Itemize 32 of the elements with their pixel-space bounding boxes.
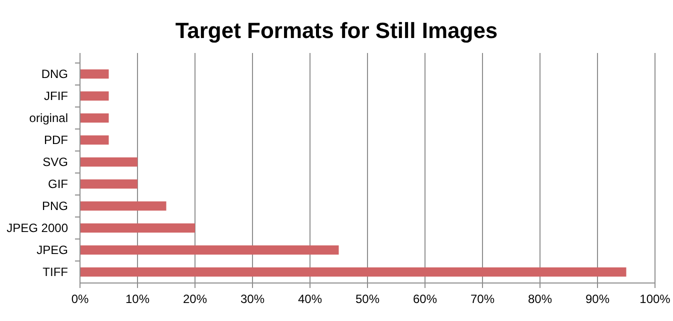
- x-tick-label: 40%: [298, 292, 322, 306]
- bar: [80, 245, 339, 255]
- bar: [80, 91, 109, 101]
- y-tick-label: JFIF: [44, 89, 68, 104]
- bar: [80, 157, 138, 167]
- y-tick-label: original: [29, 111, 68, 126]
- bar: [80, 223, 195, 233]
- chart-title: Target Formats for Still Images: [175, 18, 498, 43]
- x-tick-label: 70%: [470, 292, 495, 306]
- y-tick-label: JPEG 2000: [6, 221, 68, 236]
- bar: [80, 135, 109, 145]
- x-tick-label: 10%: [125, 292, 150, 306]
- x-tick-label: 80%: [528, 292, 552, 306]
- x-tick-label: 60%: [412, 292, 438, 306]
- bar: [80, 179, 138, 189]
- y-tick-label: TIFF: [42, 265, 68, 280]
- y-tick-label: PNG: [42, 199, 68, 214]
- y-tick-label: PDF: [44, 133, 68, 148]
- x-tick-label: 30%: [240, 292, 265, 306]
- x-tick-label: 90%: [585, 292, 610, 306]
- x-tick-label: 50%: [355, 292, 380, 306]
- y-tick-label: JPEG: [36, 243, 68, 258]
- y-tick-label: DNG: [41, 67, 68, 82]
- x-tick-label: 20%: [182, 292, 208, 306]
- x-tick-label: 0%: [71, 292, 89, 306]
- y-tick-label: GIF: [48, 177, 68, 192]
- bar: [80, 267, 626, 277]
- bar: [80, 201, 166, 211]
- bar: [80, 69, 109, 79]
- bar: [80, 113, 109, 123]
- x-tick-label: 100%: [640, 292, 671, 306]
- y-tick-label: SVG: [42, 155, 68, 170]
